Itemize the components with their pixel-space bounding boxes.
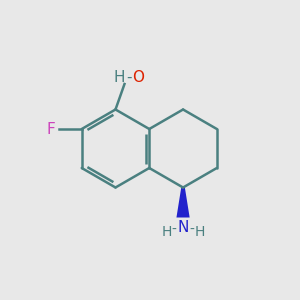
Polygon shape — [176, 188, 190, 218]
Text: -: - — [190, 223, 195, 237]
Text: O: O — [132, 70, 144, 85]
Text: H: H — [114, 70, 125, 85]
Text: H: H — [161, 226, 172, 239]
Text: -: - — [126, 70, 131, 85]
Text: F: F — [46, 122, 55, 136]
Text: -: - — [172, 223, 176, 237]
Text: N: N — [177, 220, 189, 235]
Text: H: H — [194, 226, 205, 239]
